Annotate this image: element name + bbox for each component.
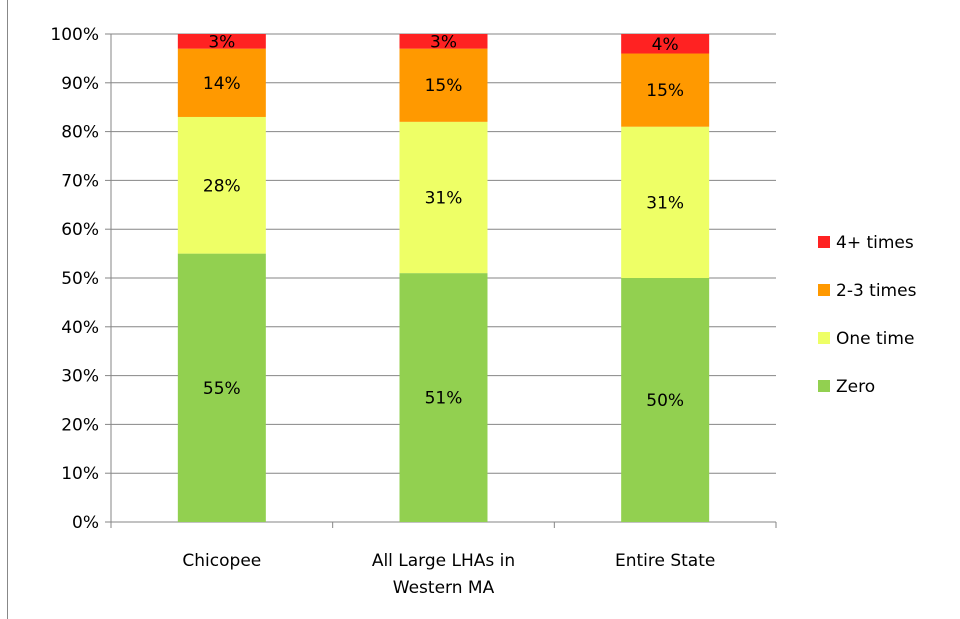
legend-label: 2-3 times <box>836 281 917 301</box>
bar-segment <box>399 48 488 122</box>
bar-segment <box>621 53 710 127</box>
y-tick-label: 50% <box>61 269 99 289</box>
y-tick-label: 100% <box>50 25 99 45</box>
legend-label: Zero <box>836 377 875 397</box>
y-tick-label: 40% <box>61 318 99 338</box>
bar-segment <box>621 34 710 54</box>
bar-segment <box>399 273 488 522</box>
x-category-label: Entire State <box>615 551 715 571</box>
legend-swatch <box>818 236 830 248</box>
bar-segment <box>177 34 266 49</box>
x-category-label: Chicopee <box>182 551 261 571</box>
y-tick-label: 10% <box>61 464 99 484</box>
bar-segment <box>399 34 488 49</box>
data-label: 15% <box>425 76 463 96</box>
bar-segment <box>621 278 710 522</box>
data-label: 3% <box>208 32 235 52</box>
bar-segment <box>177 48 266 117</box>
data-label: 14% <box>203 74 241 94</box>
bar-segment <box>177 116 266 254</box>
data-label: 50% <box>646 391 684 411</box>
data-label: 4% <box>652 35 679 55</box>
bar-segment <box>399 121 488 274</box>
y-tick-label: 20% <box>61 415 99 435</box>
legend-swatch <box>818 332 830 344</box>
legend-label: One time <box>836 329 914 349</box>
y-tick-label: 30% <box>61 367 99 387</box>
data-label: 51% <box>425 389 463 409</box>
legend-swatch <box>818 284 830 296</box>
data-label: 3% <box>430 32 457 52</box>
y-tick-label: 60% <box>61 220 99 240</box>
bar-segment <box>177 253 266 522</box>
y-tick-label: 80% <box>61 123 99 143</box>
data-label: 31% <box>646 193 684 213</box>
data-label: 15% <box>646 81 684 101</box>
x-category-label: All Large LHAs in <box>372 551 515 571</box>
x-category-label: Western MA <box>393 578 495 598</box>
data-label: 28% <box>203 176 241 196</box>
bar-segment <box>621 126 710 278</box>
y-tick-label: 70% <box>61 171 99 191</box>
data-label: 55% <box>203 379 241 399</box>
legend-label: 4+ times <box>836 233 914 253</box>
y-tick-label: 0% <box>72 513 99 533</box>
legend-swatch <box>818 380 830 392</box>
chart-frame-border <box>7 0 8 619</box>
data-label: 31% <box>425 188 463 208</box>
y-tick-label: 90% <box>61 74 99 94</box>
